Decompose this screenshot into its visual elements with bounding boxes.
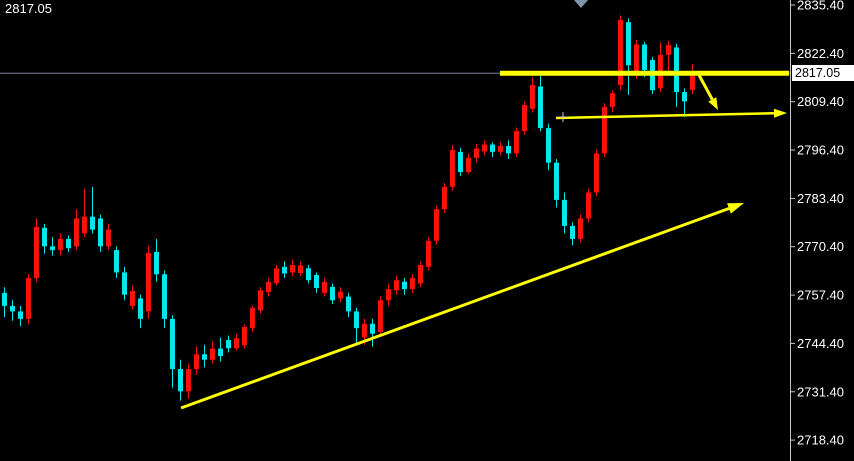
price-tick-label: 2809.40: [797, 94, 844, 109]
anchor-cross-icon[interactable]: [558, 112, 568, 122]
price-tick-label: 2822.40: [797, 46, 844, 61]
candles-layer: [2, 15, 695, 401]
current-price-badge: 2817.05: [792, 65, 854, 82]
ascending-trendline-arrow[interactable]: [180, 203, 744, 410]
price-tick-label: 2796.40: [797, 143, 844, 158]
chart-marker-icon[interactable]: [574, 0, 588, 8]
price-tick-label: 2731.40: [797, 384, 844, 399]
target-level-arrow[interactable]: [555, 108, 787, 120]
price-tick-label: 2835.40: [797, 0, 844, 13]
price-tick-label: 2744.40: [797, 336, 844, 351]
price-tick-label: 2718.40: [797, 433, 844, 448]
price-tick-label: 2783.40: [797, 191, 844, 206]
pullback-arrow[interactable]: [697, 74, 718, 110]
price-tick-label: 2757.40: [797, 288, 844, 303]
bid-price-label: 2817.05: [5, 1, 52, 16]
price-axis[interactable]: 2835.40 2822.40 2809.40 2796.40 2783.40 2770.…: [790, 0, 844, 461]
price-tick-label: 2770.40: [797, 239, 844, 254]
